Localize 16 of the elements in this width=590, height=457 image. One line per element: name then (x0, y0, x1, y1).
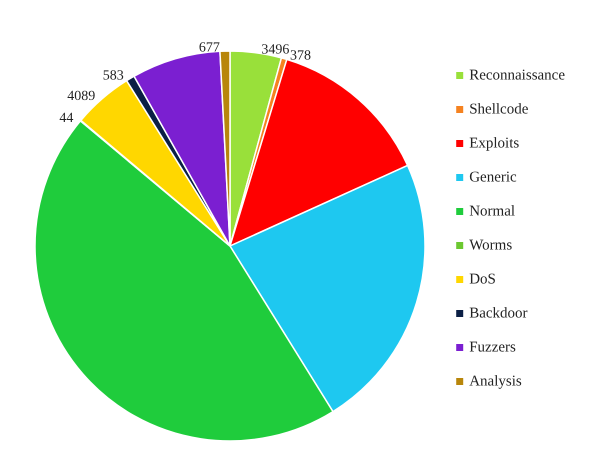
data-label: 378 (290, 48, 311, 64)
legend-label: Exploits (469, 136, 520, 152)
legend-label: Reconnaissance (469, 68, 566, 84)
legend-label: Backdoor (469, 306, 528, 322)
legend-label: Fuzzers (469, 340, 516, 356)
data-label: 4089 (67, 88, 96, 104)
legend-label: DoS (469, 272, 496, 288)
legend-label: Normal (469, 204, 516, 220)
data-label: 44 (59, 111, 74, 126)
legend-label: Worms (469, 238, 512, 254)
legend-label: Shellcode (469, 102, 529, 118)
data-label: 583 (102, 68, 124, 84)
data-label: 677 (198, 40, 220, 56)
legend-label: Analysis (469, 374, 522, 390)
legend-label: Generic (469, 170, 518, 186)
data-label: 3496 (261, 42, 290, 58)
